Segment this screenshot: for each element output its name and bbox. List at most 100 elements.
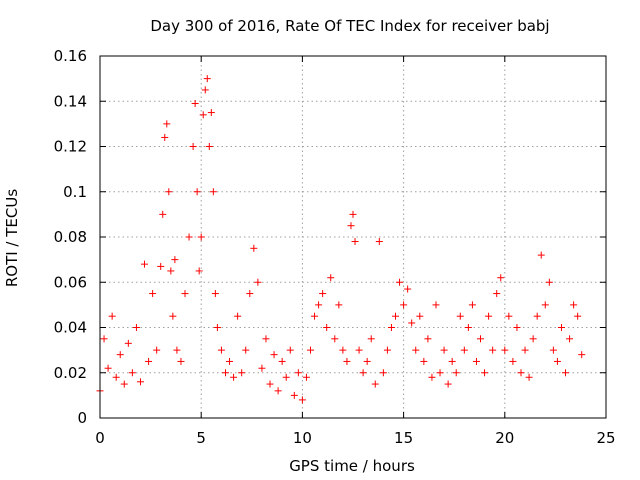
- data-point: [367, 335, 375, 343]
- grid-lines: [100, 56, 606, 418]
- data-point: [254, 278, 262, 286]
- data-point: [323, 324, 331, 331]
- data-point: [193, 188, 201, 196]
- data-point: [163, 120, 171, 128]
- data-point: [383, 346, 391, 354]
- data-point: [141, 260, 149, 268]
- data-point: [167, 267, 175, 275]
- data-point: [335, 301, 343, 309]
- x-tick-labels: 0 5 10 15 20 25: [95, 429, 615, 447]
- data-point: [541, 301, 549, 309]
- data-point: [120, 380, 128, 388]
- data-point: [537, 251, 545, 259]
- data-point: [477, 335, 485, 343]
- data-point: [553, 357, 561, 365]
- data-point: [460, 346, 468, 354]
- data-point: [171, 256, 179, 264]
- data-point: [452, 369, 460, 377]
- data-point: [375, 238, 383, 246]
- y-tick-label: 0.16: [54, 47, 87, 65]
- data-point: [286, 346, 294, 354]
- y-tick-label: 0.12: [54, 138, 87, 156]
- data-point: [153, 346, 161, 354]
- data-point: [100, 335, 108, 343]
- data-point: [412, 346, 420, 354]
- data-point: [230, 373, 238, 381]
- data-point: [448, 357, 456, 365]
- data-point: [213, 324, 221, 331]
- data-point: [169, 312, 177, 320]
- data-point: [509, 357, 517, 365]
- data-point: [217, 346, 225, 354]
- data-point: [319, 290, 327, 298]
- chart-title: Day 300 of 2016, Rate Of TEC Index for r…: [150, 17, 549, 35]
- data-point: [428, 373, 436, 381]
- data-point: [201, 86, 209, 94]
- data-point: [132, 324, 140, 331]
- data-point: [238, 369, 246, 377]
- data-point: [197, 233, 205, 241]
- data-point: [517, 369, 525, 377]
- data-point: [211, 290, 219, 298]
- data-point: [185, 233, 193, 241]
- data-point: [379, 369, 387, 377]
- data-point: [493, 290, 501, 298]
- data-point: [339, 346, 347, 354]
- x-axis-label: GPS time / hours: [289, 457, 415, 475]
- data-point: [124, 339, 132, 347]
- data-point: [157, 262, 165, 270]
- data-point: [481, 369, 489, 377]
- data-point: [294, 369, 302, 377]
- data-point: [226, 357, 234, 365]
- data-point: [420, 357, 428, 365]
- data-point: [347, 222, 355, 230]
- x-tick-label: 20: [495, 429, 514, 447]
- data-point: [392, 312, 400, 320]
- y-tick-label: 0.02: [54, 364, 87, 382]
- data-point: [521, 346, 529, 354]
- data-point: [456, 312, 464, 320]
- data-point: [343, 357, 351, 365]
- data-point: [189, 143, 197, 150]
- y-tick-label: 0: [77, 409, 87, 427]
- data-point: [396, 278, 404, 286]
- y-tick-label: 0.06: [54, 273, 87, 291]
- y-tick-label: 0.08: [54, 228, 87, 246]
- data-point: [371, 380, 379, 388]
- data-point: [242, 346, 250, 354]
- data-point: [234, 312, 242, 320]
- data-point: [266, 380, 274, 388]
- data-point: [128, 369, 136, 377]
- x-tick-label: 10: [293, 429, 312, 447]
- data-point: [408, 319, 416, 327]
- data-point: [205, 143, 213, 150]
- data-point: [440, 346, 448, 354]
- data-point: [161, 133, 169, 141]
- data-point: [315, 301, 323, 309]
- data-point: [199, 111, 207, 119]
- data-point: [355, 346, 363, 354]
- data-point: [331, 335, 339, 343]
- data-point: [432, 301, 440, 309]
- y-axis-label: ROTI / TECUs: [3, 189, 21, 287]
- data-point: [306, 346, 314, 354]
- data-point: [416, 312, 424, 320]
- data-point: [501, 346, 509, 354]
- data-point: [159, 210, 167, 218]
- data-point: [533, 312, 541, 320]
- data-point: [525, 373, 533, 381]
- x-tick-label: 5: [196, 429, 206, 447]
- data-point: [149, 290, 157, 298]
- data-points: [96, 75, 586, 404]
- data-point: [464, 324, 472, 331]
- data-point: [424, 335, 432, 343]
- data-point: [513, 324, 521, 331]
- data-point: [209, 188, 217, 196]
- x-tick-label: 15: [394, 429, 413, 447]
- data-point: [436, 369, 444, 377]
- data-point: [302, 373, 310, 381]
- data-point: [282, 373, 290, 381]
- data-point: [203, 75, 211, 83]
- data-point: [562, 369, 570, 377]
